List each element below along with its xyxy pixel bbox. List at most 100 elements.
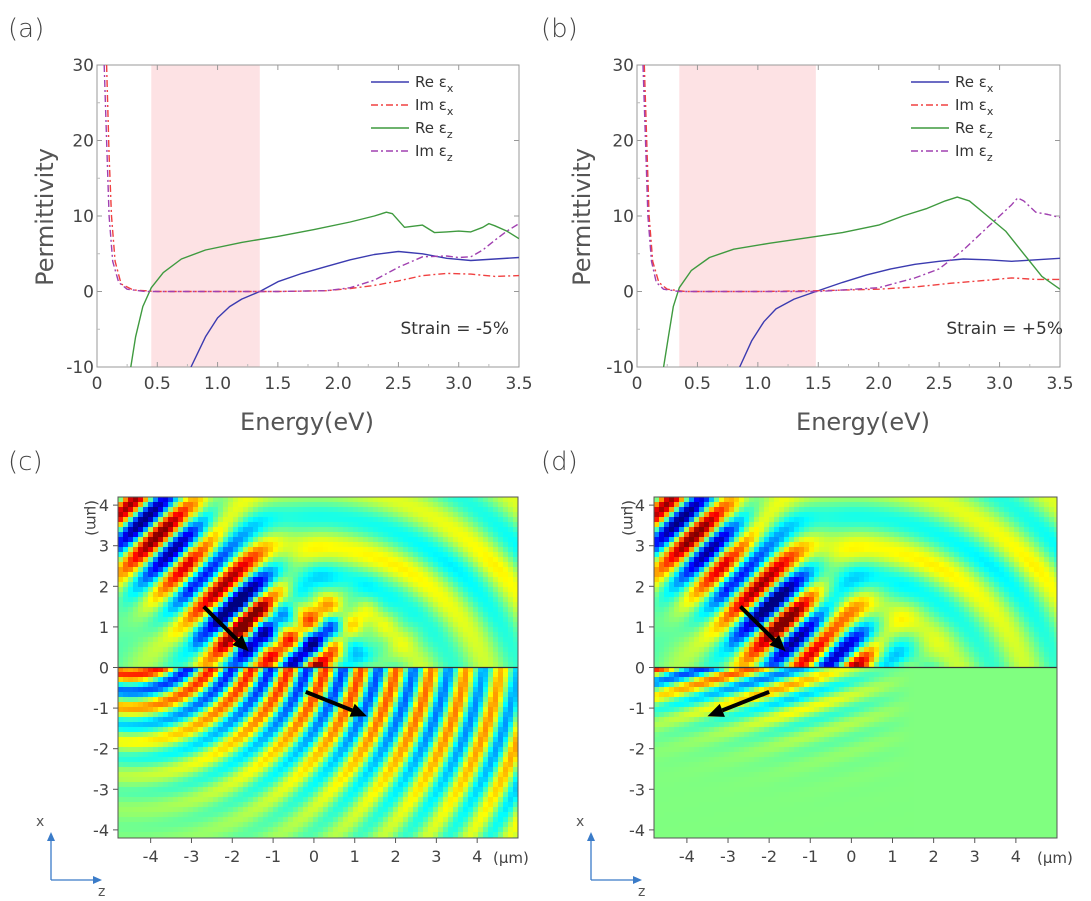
field-cell	[173, 507, 179, 513]
field-cell	[263, 587, 269, 593]
legend-entry: Re εz	[415, 119, 453, 141]
field-cell	[383, 582, 389, 588]
field-cell	[303, 662, 309, 668]
field-cell	[193, 522, 199, 528]
field-cell	[248, 797, 254, 803]
field-cell	[283, 832, 289, 838]
field-cell	[158, 517, 164, 523]
field-cell	[268, 722, 274, 728]
field-cell	[283, 747, 289, 753]
field-cell	[128, 567, 134, 573]
field-cell	[143, 627, 149, 633]
field-cell	[193, 682, 199, 688]
field-cell	[258, 527, 264, 533]
field-cell	[188, 682, 194, 688]
field-cell	[258, 557, 264, 563]
field-cell	[398, 692, 404, 698]
field-cell	[123, 617, 129, 623]
field-cell	[188, 597, 194, 603]
field-cell	[198, 737, 204, 743]
field-cell	[353, 657, 359, 663]
field-cell	[153, 797, 159, 803]
field-cell	[438, 672, 444, 678]
field-cell	[173, 597, 179, 603]
field-cell	[318, 632, 324, 638]
field-cell	[343, 517, 349, 523]
field-cell	[233, 767, 239, 773]
field-cell	[303, 717, 309, 723]
field-cell	[228, 792, 234, 798]
field-cell	[438, 722, 444, 728]
field-cell	[443, 772, 449, 778]
field-cell	[323, 822, 329, 828]
field-cell	[243, 662, 249, 668]
field-cell	[143, 757, 149, 763]
field-cell	[438, 562, 444, 568]
field-cell	[398, 657, 404, 663]
field-cell	[223, 732, 229, 738]
field-cell	[203, 512, 209, 518]
field-cell	[178, 682, 184, 688]
field-cell	[433, 782, 439, 788]
field-cell	[428, 672, 434, 678]
field-cell	[273, 562, 279, 568]
field-cell	[253, 667, 259, 673]
field-cell	[303, 782, 309, 788]
field-cell	[458, 512, 464, 518]
field-cell	[423, 592, 429, 598]
field-cell	[313, 622, 319, 628]
field-cell	[443, 732, 449, 738]
field-cell	[273, 642, 279, 648]
field-cell	[428, 647, 434, 653]
field-cell	[163, 567, 169, 573]
field-cell	[293, 777, 299, 783]
field-cell	[218, 812, 224, 818]
field-cell	[368, 537, 374, 543]
field-cell	[133, 717, 139, 723]
field-cell	[178, 522, 184, 528]
field-cell	[313, 507, 319, 513]
field-cell	[163, 602, 169, 608]
field-cell	[123, 802, 129, 808]
field-cell	[183, 797, 189, 803]
field-cell	[133, 817, 139, 823]
field-cell	[228, 752, 234, 758]
field-cell	[143, 642, 149, 648]
field-cell	[428, 787, 434, 793]
field-cell	[233, 592, 239, 598]
field-cell	[333, 557, 339, 563]
field-cell	[353, 617, 359, 623]
field-cell	[233, 502, 239, 508]
field-cell	[188, 757, 194, 763]
field-cell	[288, 787, 294, 793]
field-cell	[433, 667, 439, 673]
field-cell	[408, 567, 414, 573]
field-cell	[203, 742, 209, 748]
field-cell	[453, 657, 459, 663]
field-cell	[423, 602, 429, 608]
field-cell	[303, 522, 309, 528]
field-cell	[348, 562, 354, 568]
field-cell	[273, 792, 279, 798]
series-group	[103, 65, 519, 367]
field-cell	[428, 732, 434, 738]
field-cell	[468, 587, 474, 593]
panel-b: (b) Permittivity Energy(eV) 0 0.5 1.0 1.5 2.…	[541, 14, 1074, 436]
field-cell	[333, 707, 339, 713]
field-cell	[193, 677, 199, 683]
field-cell	[163, 517, 169, 523]
field-cell	[128, 737, 134, 743]
field-cell	[418, 737, 424, 743]
field-cell	[363, 767, 369, 773]
field-cell	[233, 722, 239, 728]
field-cell	[273, 647, 279, 653]
field-cell	[263, 832, 269, 838]
field-cell	[333, 832, 339, 838]
field-cell	[188, 497, 194, 503]
field-cell	[418, 532, 424, 538]
field-cell	[333, 697, 339, 703]
field-cell	[398, 662, 404, 668]
field-cell	[408, 712, 414, 718]
field-cell	[158, 572, 164, 578]
field-cell	[213, 647, 219, 653]
